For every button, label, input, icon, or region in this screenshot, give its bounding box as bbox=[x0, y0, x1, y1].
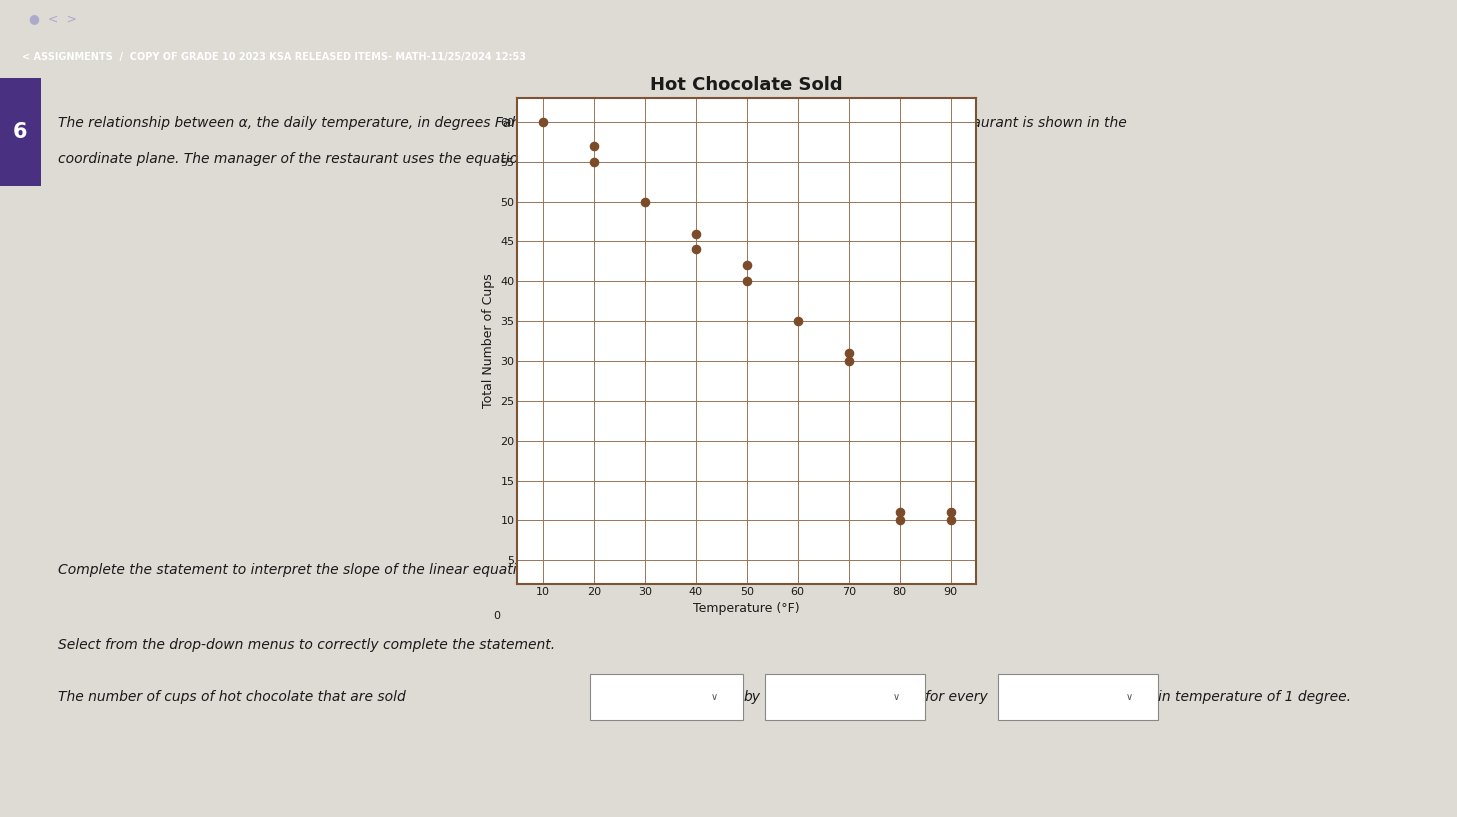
Point bbox=[581, 140, 606, 153]
X-axis label: Temperature (°F): Temperature (°F) bbox=[694, 602, 800, 615]
Text: for every: for every bbox=[925, 690, 988, 703]
Point bbox=[685, 243, 708, 256]
FancyBboxPatch shape bbox=[0, 78, 41, 185]
Text: by: by bbox=[743, 690, 761, 703]
Point bbox=[887, 514, 912, 527]
Text: 0: 0 bbox=[492, 611, 500, 621]
Text: Complete the statement to interpret the slope of the linear equation that models: Complete the statement to interpret the … bbox=[58, 563, 689, 577]
Y-axis label: Total Number of Cups: Total Number of Cups bbox=[482, 274, 495, 408]
Point bbox=[887, 506, 912, 519]
Text: ∨: ∨ bbox=[711, 692, 717, 702]
Text: ●  <  >: ● < > bbox=[29, 12, 77, 25]
Point bbox=[938, 506, 962, 519]
Point bbox=[581, 155, 606, 168]
FancyBboxPatch shape bbox=[590, 673, 743, 720]
Text: coordinate plane. The manager of the restaurant uses the equation y = 57.9693–0.: coordinate plane. The manager of the res… bbox=[58, 152, 817, 166]
Text: 6: 6 bbox=[13, 122, 28, 141]
Text: The relationship between α, the daily temperature, in degrees Fahrenheit, and y,: The relationship between α, the daily te… bbox=[58, 116, 1128, 130]
Point bbox=[685, 227, 708, 240]
Point bbox=[632, 195, 656, 208]
Text: Select from the drop-down menus to correctly complete the statement.: Select from the drop-down menus to corre… bbox=[58, 638, 555, 652]
Point bbox=[836, 346, 860, 359]
Title: Hot Chocolate Sold: Hot Chocolate Sold bbox=[650, 76, 844, 94]
Text: ∨: ∨ bbox=[893, 692, 899, 702]
FancyBboxPatch shape bbox=[998, 673, 1158, 720]
Text: The number of cups of hot chocolate that are sold: The number of cups of hot chocolate that… bbox=[58, 690, 407, 703]
Point bbox=[734, 259, 758, 272]
Point bbox=[938, 514, 962, 527]
Point bbox=[836, 355, 860, 368]
Text: < ASSIGNMENTS  /  COPY OF GRADE 10 2023 KSA RELEASED ITEMS- MATH-11/25/2024 12:5: < ASSIGNMENTS / COPY OF GRADE 10 2023 KS… bbox=[22, 52, 526, 62]
Point bbox=[787, 315, 810, 328]
Text: in temperature of 1 degree.: in temperature of 1 degree. bbox=[1158, 690, 1351, 703]
Point bbox=[530, 115, 554, 128]
Point bbox=[734, 275, 758, 288]
Text: ∨: ∨ bbox=[1126, 692, 1132, 702]
FancyBboxPatch shape bbox=[765, 673, 925, 720]
